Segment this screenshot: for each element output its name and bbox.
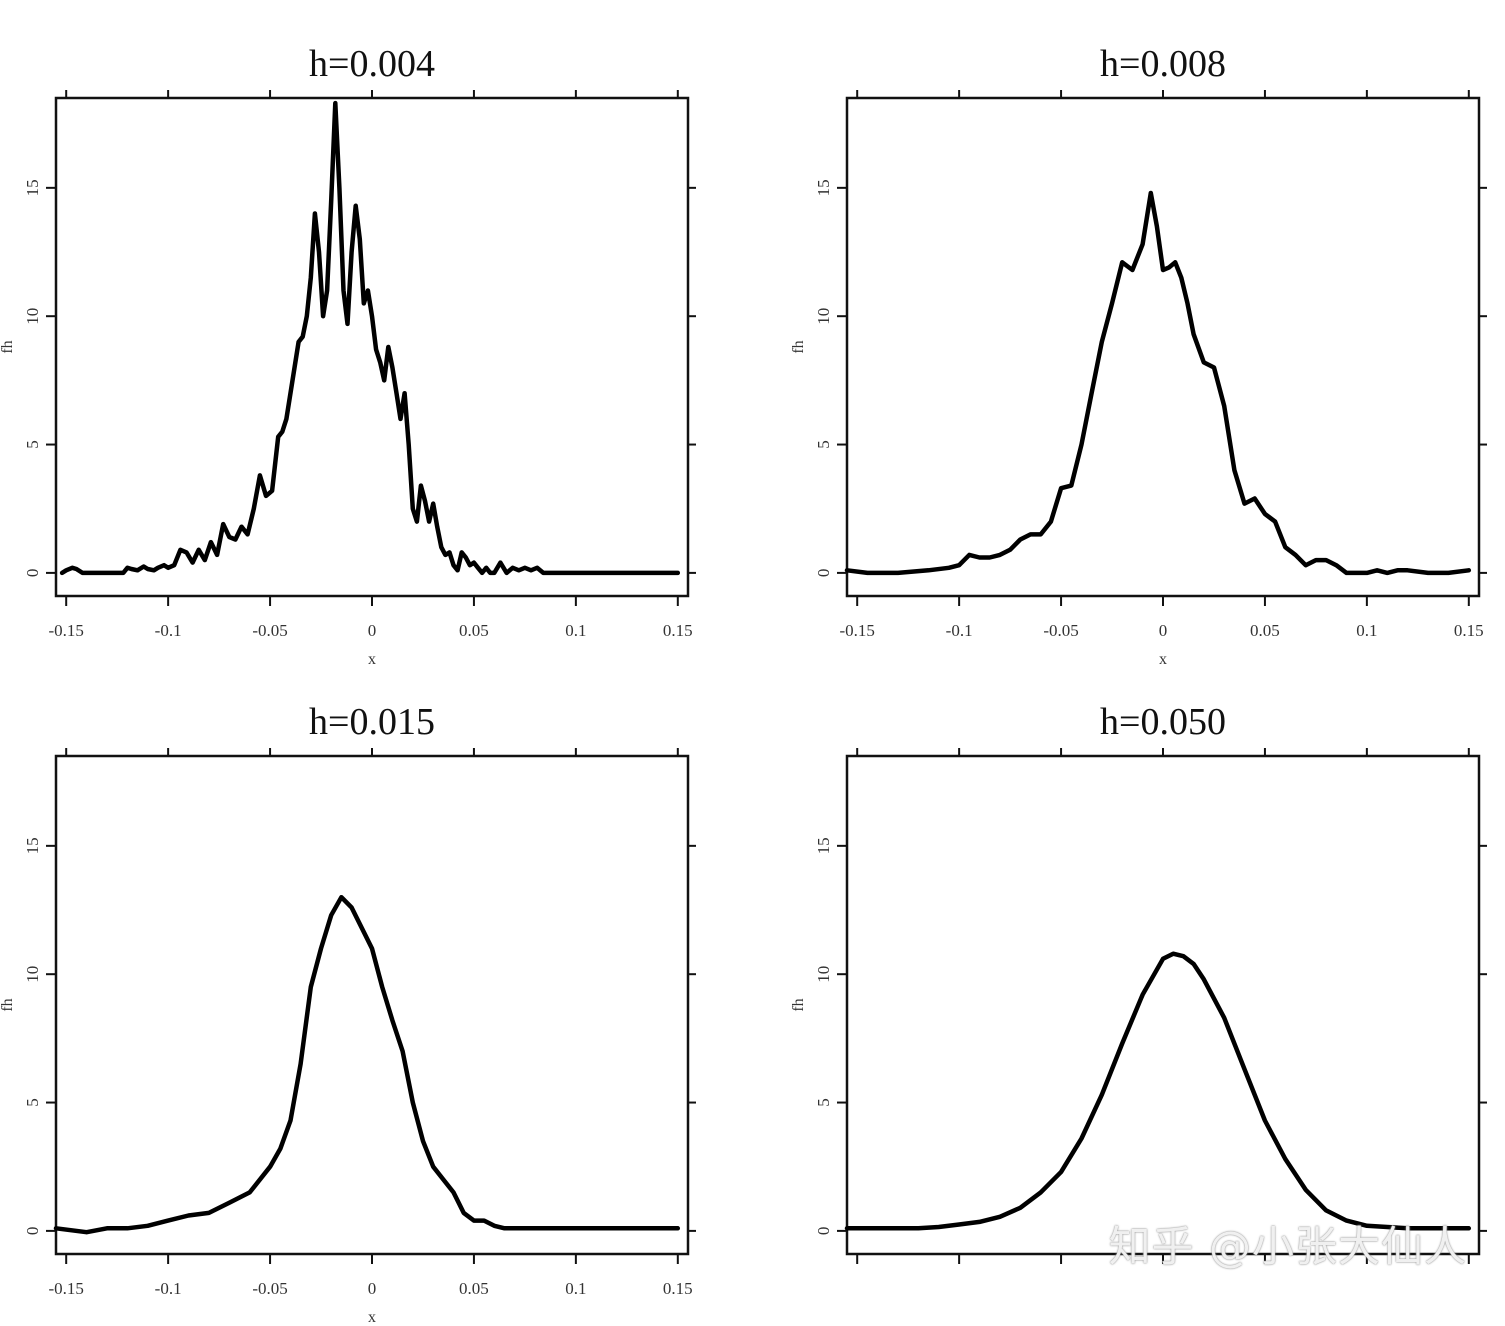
plot-frame [54, 96, 690, 598]
x-tick-label: 0.05 [459, 621, 489, 640]
y-tick-label: 10 [23, 308, 42, 325]
chart-panel-h0015: h=0.015 -0.15 -0.1 -0.05 0 0.05 0.1 0.15 0 5 10 15 x… [0, 686, 720, 1326]
density-curve [53, 894, 681, 1235]
x-tick-label: -0.15 [48, 621, 83, 640]
x-tick-label: 0.15 [663, 1279, 693, 1298]
y-tick-label: 10 [23, 966, 42, 983]
x-tick-label: 0.1 [565, 1279, 586, 1298]
chart-title: h=0.004 [309, 43, 435, 85]
x-tick-label: -0.05 [252, 621, 287, 640]
plot-frame [845, 754, 1481, 1256]
y-axis-label: fh [790, 340, 807, 353]
chart-panel-h0004: h=0.004 -0.15 -0.1 -0.05 0 0.05 0.1 0.15 0 5 10 15 x… [0, 28, 720, 668]
plot-frame [845, 96, 1481, 598]
chart-title: h=0.008 [1100, 43, 1226, 85]
y-tick-label: 5 [814, 440, 833, 449]
y-tick-label: 10 [814, 966, 833, 983]
y-tick-label: 5 [23, 1098, 42, 1107]
y-tick-label: 5 [814, 1098, 833, 1107]
chart-panel-h0050: h=0.050 0 5 10 15 fh [790, 686, 1505, 1326]
chart-panel-h0008: h=0.008 -0.15 -0.1 -0.05 0 0.05 0.1 0.15 0 5 10 15 x… [790, 28, 1505, 668]
x-tick-label: -0.1 [946, 621, 973, 640]
x-tick-label: -0.1 [155, 1279, 182, 1298]
y-tick-label: 15 [23, 179, 42, 196]
y-tick-label: 5 [23, 440, 42, 449]
chart-title: h=0.050 [1100, 701, 1226, 743]
y-tick-label: 10 [814, 308, 833, 325]
y-axis-label: fh [790, 998, 807, 1011]
y-tick-label: 15 [814, 179, 833, 196]
chart-svg: h=0.004 -0.15 -0.1 -0.05 0 0.05 0.1 0.15 0 5 10 15 x… [0, 43, 696, 668]
x-tick-label: -0.05 [252, 1279, 287, 1298]
x-axis-label: x [368, 651, 376, 668]
x-axis-label: x [1159, 651, 1167, 668]
chart-svg: h=0.008 -0.15 -0.1 -0.05 0 0.05 0.1 0.15 0 5 10 15 x… [790, 43, 1487, 668]
x-tick-label: 0.05 [1250, 621, 1280, 640]
x-tick-label: 0.15 [1454, 621, 1484, 640]
x-tick-label: 0 [1159, 621, 1168, 640]
y-tick-label: 0 [23, 569, 42, 578]
y-tick-label: 15 [814, 837, 833, 854]
x-tick-label: 0.1 [565, 621, 586, 640]
x-tick-label: 0 [368, 621, 377, 640]
y-tick-label: 0 [23, 1227, 42, 1236]
x-tick-label: -0.15 [48, 1279, 83, 1298]
y-axis-label: fh [0, 998, 16, 1011]
density-curve [59, 100, 681, 576]
plot-frame [54, 754, 690, 1256]
density-curve [844, 190, 1472, 576]
x-tick-label: 0.05 [459, 1279, 489, 1298]
y-tick-label: 0 [814, 1227, 833, 1236]
y-tick-label: 15 [23, 837, 42, 854]
chart-svg: h=0.050 0 5 10 15 fh [790, 701, 1487, 1264]
y-tick-label: 0 [814, 569, 833, 578]
x-tick-label: -0.1 [155, 621, 182, 640]
density-curve [844, 951, 1472, 1231]
chart-svg: h=0.015 -0.15 -0.1 -0.05 0 0.05 0.1 0.15 0 5 10 15 x… [0, 701, 696, 1326]
chart-title: h=0.015 [309, 701, 435, 743]
x-tick-label: 0.1 [1356, 621, 1377, 640]
x-tick-label: -0.05 [1043, 621, 1078, 640]
x-tick-label: 0.15 [663, 621, 693, 640]
x-axis-label: x [368, 1309, 376, 1326]
x-tick-label: -0.15 [839, 621, 874, 640]
x-tick-label: 0 [368, 1279, 377, 1298]
watermark: 知乎 @小张大仙人 [1108, 1222, 1467, 1271]
y-axis-label: fh [0, 340, 16, 353]
